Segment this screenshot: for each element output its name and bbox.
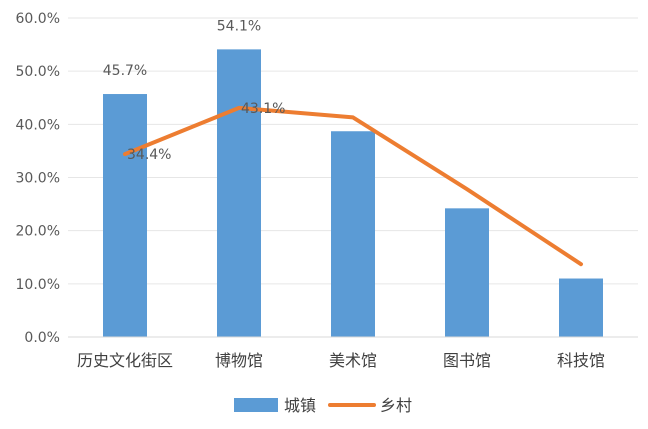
legend-swatch-bar [234, 398, 278, 412]
bar [331, 131, 375, 337]
x-tick-label: 科技馆 [557, 351, 605, 370]
legend: 城镇 乡村 [234, 396, 412, 415]
y-tick-label: 0.0% [24, 330, 60, 346]
bar [559, 278, 603, 337]
line-series-path [123, 105, 583, 267]
y-tick-label: 50.0% [16, 64, 60, 80]
line-data-label: 34.4% [127, 147, 171, 163]
x-tick-label: 历史文化街区 [77, 351, 173, 370]
bar-series [103, 49, 603, 337]
bar-data-label: 45.7% [103, 63, 147, 79]
y-axis-ticks: 0.0% 10.0% 20.0% 30.0% 40.0% 50.0% 60.0% [16, 11, 60, 346]
x-tick-label: 图书馆 [443, 351, 491, 370]
y-tick-label: 40.0% [16, 117, 60, 133]
x-tick-label: 博物馆 [215, 351, 263, 370]
x-tick-label: 美术馆 [329, 351, 377, 370]
line-series [123, 105, 583, 267]
data-labels: 45.7% 54.1% 34.4% 43.1% [103, 18, 286, 163]
bar [217, 49, 261, 337]
y-tick-label: 60.0% [16, 11, 60, 27]
y-tick-label: 10.0% [16, 277, 60, 293]
bar [445, 208, 489, 337]
legend-label: 城镇 [284, 396, 316, 415]
y-tick-label: 20.0% [16, 224, 60, 240]
y-tick-label: 30.0% [16, 171, 60, 187]
legend-label: 乡村 [380, 396, 412, 415]
line-data-label: 43.1% [241, 101, 285, 117]
x-axis-ticks: 历史文化街区 博物馆 美术馆 图书馆 科技馆 [77, 351, 605, 370]
bar [103, 94, 147, 337]
bar-data-label: 54.1% [217, 18, 261, 34]
